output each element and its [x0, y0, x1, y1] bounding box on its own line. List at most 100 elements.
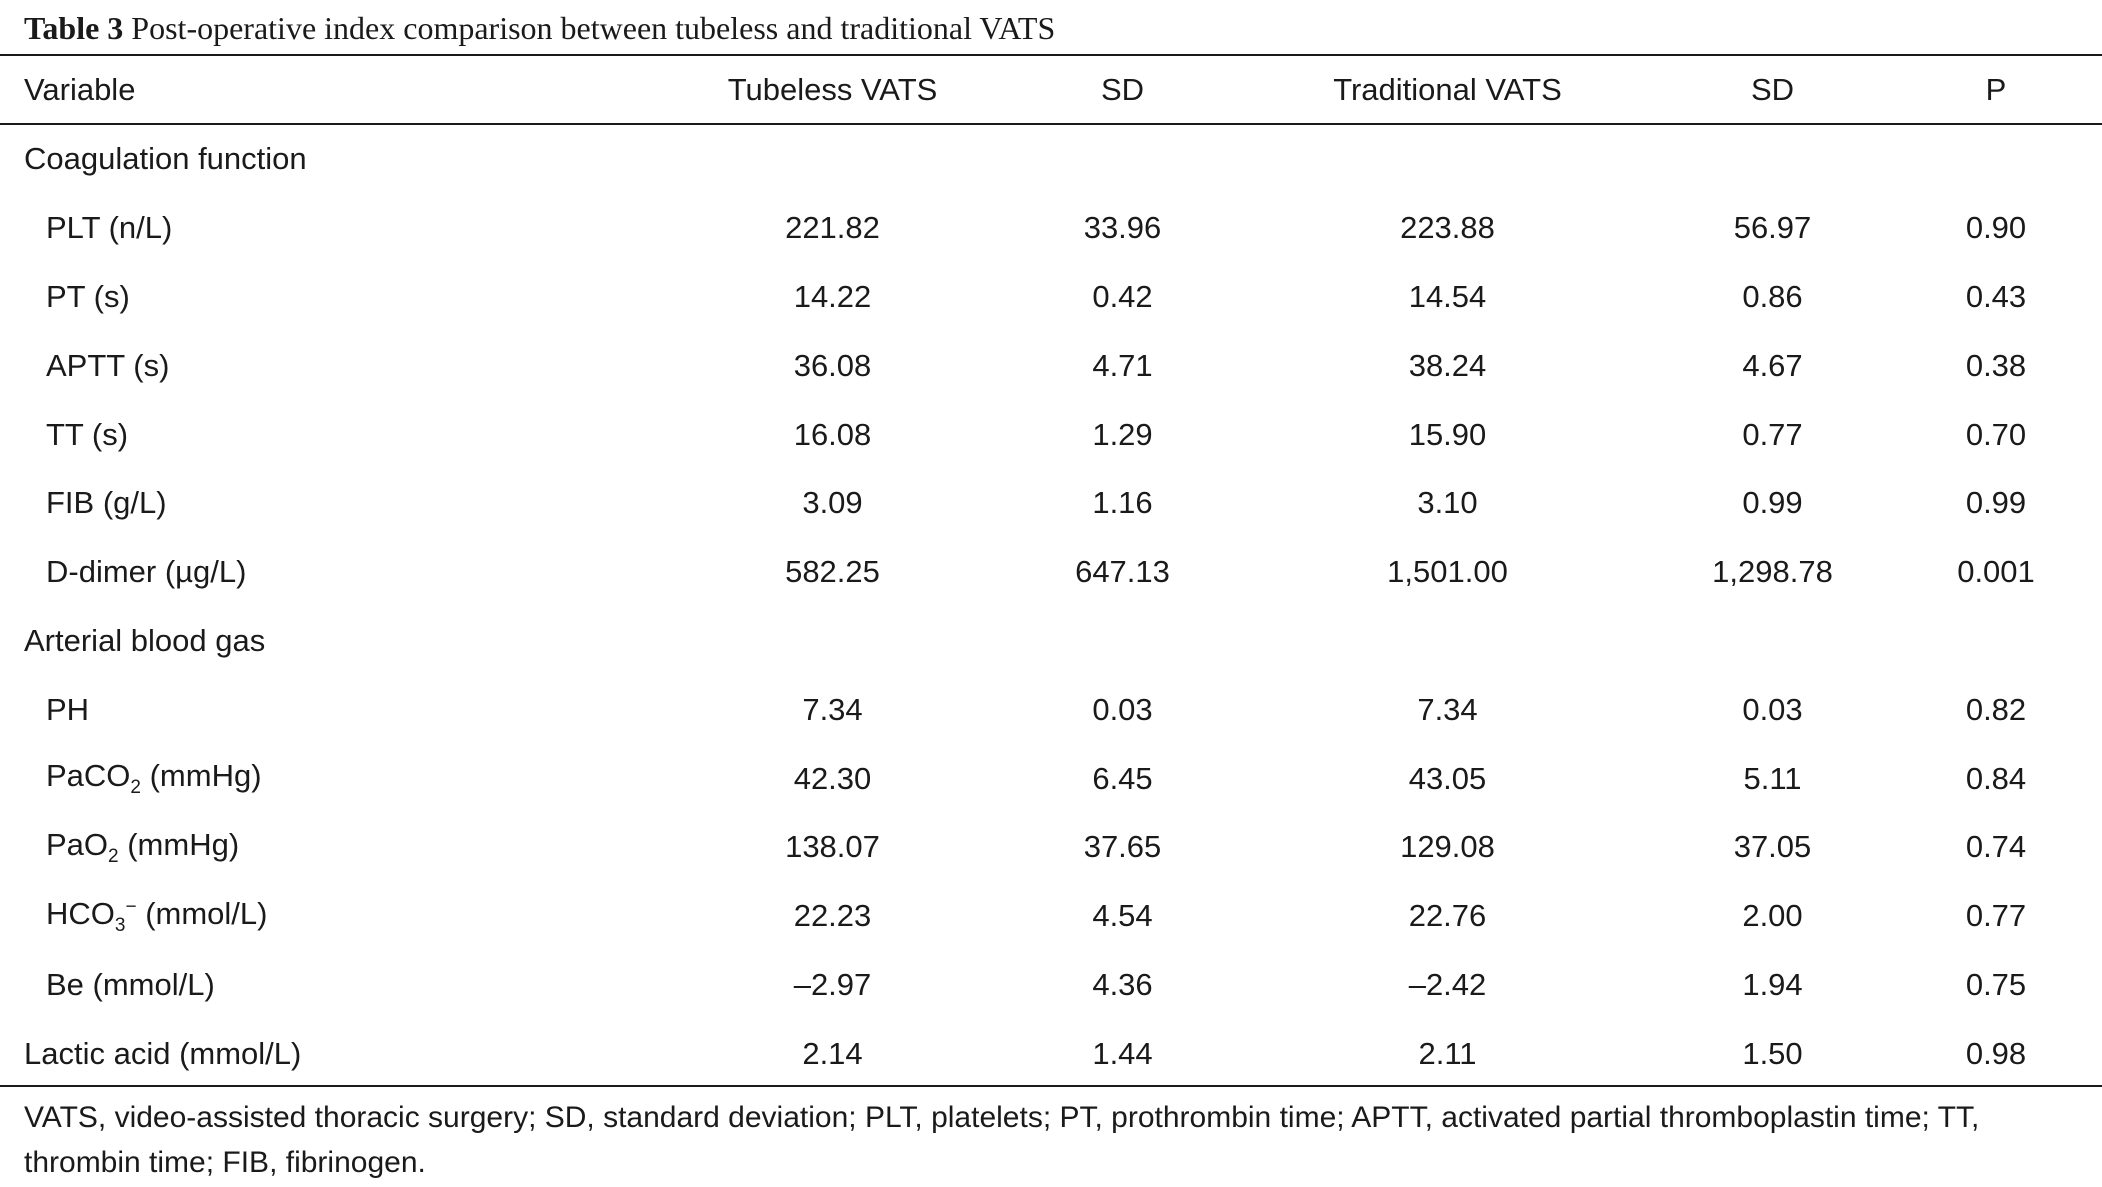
p-value: 0.74	[1965, 829, 2027, 865]
p-value: 0.90	[1965, 210, 2027, 246]
traditional-sd-value: 1,298.78	[1712, 554, 1833, 590]
traditional-vats-value: 38.24	[1408, 347, 1487, 383]
column-header-traditional-vats: Traditional VATS	[1333, 71, 1562, 107]
table-caption-label: Table 3	[24, 10, 124, 46]
table-top-rule	[0, 54, 2102, 56]
row-variable-label: Lactic acid (mmol/L)	[24, 1035, 302, 1071]
table-caption: Table 3 Post-operative index comparison …	[24, 8, 1055, 48]
tubeless-sd-value: 33.96	[1083, 210, 1162, 246]
column-header-traditional-sd: SD	[1750, 71, 1795, 107]
traditional-sd-value: 4.67	[1742, 347, 1803, 383]
row-variable-label: FIB (g/L)	[46, 485, 167, 521]
tubeless-sd-value: 37.65	[1083, 829, 1162, 865]
traditional-sd-value: 0.86	[1742, 278, 1803, 314]
traditional-vats-value: 14.54	[1408, 278, 1487, 314]
traditional-sd-value: 37.05	[1733, 829, 1812, 865]
table-body: Coagulation function PLT (n/L) 221.82 33.96…	[0, 125, 2102, 1088]
group-header-label: Coagulation function	[24, 141, 307, 177]
column-header-variable: Variable	[24, 71, 136, 107]
tubeless-vats-value: 138.07	[785, 829, 880, 865]
tubeless-sd-value: 0.03	[1092, 691, 1153, 727]
row-variable-label: APTT (s)	[46, 347, 170, 383]
traditional-vats-value: 2.11	[1418, 1035, 1477, 1071]
table-row: PT (s) 14.22 0.42 14.54 0.86 0.43	[0, 263, 2102, 332]
table-row: D-dimer (µg/L) 582.25 647.13 1,501.00 1,298.…	[0, 538, 2102, 607]
row-variable-label: TT (s)	[46, 416, 129, 452]
table-row: PH 7.34 0.03 7.34 0.03 0.82	[0, 675, 2102, 744]
p-value: 0.38	[1965, 347, 2027, 383]
tubeless-vats-value: 3.09	[802, 485, 863, 521]
traditional-vats-value: 7.34	[1417, 691, 1478, 727]
p-value: 0.99	[1965, 485, 2027, 521]
traditional-sd-value: 0.03	[1742, 691, 1803, 727]
tubeless-sd-value: 4.36	[1092, 966, 1153, 1002]
traditional-vats-value: 22.76	[1408, 898, 1487, 934]
column-header-p-value: P	[1985, 71, 2007, 107]
tubeless-vats-value: 22.23	[793, 898, 872, 934]
tubeless-vats-value: 7.34	[802, 691, 863, 727]
tubeless-vats-value: 2.14	[802, 1035, 863, 1071]
table-caption-text: Post-operative index comparison between …	[131, 10, 1056, 46]
tubeless-sd-value: 4.71	[1092, 347, 1153, 383]
table-row: APTT (s) 36.08 4.71 38.24 4.67 0.38	[0, 331, 2102, 400]
column-header-tubeless-vats: Tubeless VATS	[727, 71, 938, 107]
column-header-tubeless-sd: SD	[1100, 71, 1145, 107]
traditional-vats-value: 3.10	[1417, 485, 1478, 521]
traditional-sd-value: 5.11	[1743, 760, 1802, 796]
table-row: FIB (g/L) 3.09 1.16 3.10 0.99 0.99	[0, 469, 2102, 538]
traditional-vats-value: 129.08	[1400, 829, 1495, 865]
p-value: 0.001	[1957, 554, 2035, 590]
tubeless-vats-value: 221.82	[785, 210, 880, 246]
p-value: 0.84	[1965, 760, 2027, 796]
tubeless-vats-value: 582.25	[785, 554, 880, 590]
row-variable-label: PLT (n/L)	[46, 210, 173, 246]
p-value: 0.82	[1965, 691, 2027, 727]
row-variable-label: PaCO2 (mmHg)	[46, 757, 262, 799]
table-row: PaCO2 (mmHg) 42.30 6.45 43.05 5.11 0.84	[0, 744, 2102, 813]
table-header-rule	[0, 123, 2102, 125]
table-header-row: Variable Tubeless VATS SD Traditional VA…	[0, 56, 2102, 123]
traditional-sd-value: 1.50	[1742, 1035, 1803, 1071]
tubeless-sd-value: 4.54	[1092, 898, 1153, 934]
p-value: 0.98	[1965, 1035, 2027, 1071]
p-value: 0.43	[1965, 278, 2027, 314]
traditional-sd-value: 2.00	[1742, 898, 1803, 934]
group-header-row: Arterial blood gas	[0, 607, 2102, 676]
tubeless-sd-value: 647.13	[1075, 554, 1170, 590]
tubeless-vats-value: 42.30	[793, 760, 872, 796]
table-bottom-rule	[0, 1085, 2102, 1087]
row-variable-label: Be (mmol/L)	[46, 966, 215, 1002]
tubeless-sd-value: 1.16	[1092, 485, 1153, 521]
traditional-sd-value: 56.97	[1733, 210, 1812, 246]
traditional-vats-value: –2.42	[1408, 966, 1487, 1002]
traditional-vats-value: 1,501.00	[1387, 554, 1508, 590]
tubeless-sd-value: 0.42	[1092, 278, 1153, 314]
tubeless-sd-value: 1.29	[1092, 416, 1153, 452]
group-header-row: Coagulation function	[0, 125, 2102, 194]
row-variable-label: PT (s)	[46, 278, 130, 314]
row-variable-label: D-dimer (µg/L)	[46, 554, 247, 590]
table-row: Lactic acid (mmol/L) 2.14 1.44 2.11 1.50 0.98	[0, 1019, 2102, 1088]
data-table: Variable Tubeless VATS SD Traditional VA…	[0, 56, 2102, 1088]
p-value: 0.77	[1965, 898, 2027, 934]
table-row: HCO3− (mmol/L) 22.23 4.54 22.76 2.00 0.77	[0, 882, 2102, 951]
table-row: TT (s) 16.08 1.29 15.90 0.77 0.70	[0, 400, 2102, 469]
table-row: PLT (n/L) 221.82 33.96 223.88 56.97 0.90	[0, 194, 2102, 263]
tubeless-vats-value: 14.22	[793, 278, 872, 314]
tubeless-vats-value: 16.08	[793, 416, 872, 452]
row-variable-label: PaO2 (mmHg)	[46, 826, 240, 867]
traditional-vats-value: 15.90	[1408, 416, 1487, 452]
p-value: 0.70	[1965, 416, 2027, 452]
traditional-vats-value: 43.05	[1408, 760, 1487, 796]
tubeless-vats-value: 36.08	[793, 347, 872, 383]
table-footnote: VATS, video-assisted thoracic surgery; S…	[24, 1101, 1980, 1179]
traditional-sd-value: 0.77	[1742, 416, 1803, 452]
traditional-vats-value: 223.88	[1400, 210, 1495, 246]
traditional-sd-value: 0.99	[1742, 485, 1803, 521]
row-variable-label: PH	[46, 691, 90, 727]
group-header-label: Arterial blood gas	[24, 622, 266, 658]
tubeless-sd-value: 6.45	[1092, 760, 1153, 796]
traditional-sd-value: 1.94	[1742, 966, 1803, 1002]
table-row: Be (mmol/L) –2.97 4.36 –2.42 1.94 0.75	[0, 951, 2102, 1020]
